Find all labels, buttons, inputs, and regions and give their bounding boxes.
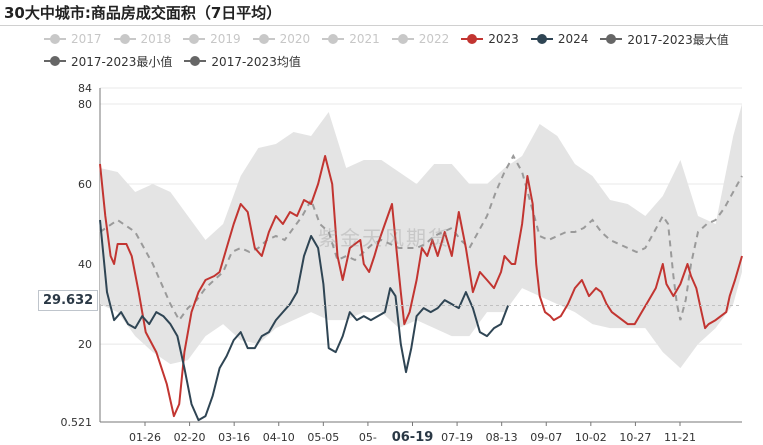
legend-item-4[interactable]: 2021 [322,31,380,47]
watermark: 紫金天风期货 [318,226,450,250]
legend-symbol-icon [322,33,345,45]
legend-label: 2017-2023最大值 [627,32,729,47]
legend-item-5[interactable]: 2022 [391,31,450,47]
x-tick-label-5: 05- [359,431,377,444]
legend-label: 2021 [349,32,380,46]
x-tick-label-11: 10-27 [619,431,651,444]
legend-item-0[interactable]: 2017 [44,31,102,47]
legend-symbol-icon [183,33,206,45]
range-band-max-min [100,104,742,369]
y-tick-label-2: 40 [78,258,92,271]
series-line-2023 [99,155,743,418]
legend-item-3[interactable]: 2020 [252,31,311,47]
legend-label: 2017-2023均值 [211,54,301,69]
title-divider [0,25,763,26]
x-tick-label-0: 01-26 [129,431,161,444]
x-tick-label-4: 05-05 [307,431,339,444]
legend-label: 2022 [418,32,450,46]
y-tick-label-5: 84 [78,82,92,95]
y-tick-label-4: 80 [78,98,92,111]
x-tick-label-10: 10-02 [575,431,607,444]
legend-item-9[interactable]: 2017-2023最小值 [44,53,172,69]
legend: 2017 2018 2019 2020 2021 2022 2023 2024 2017-202… [44,31,759,69]
legend-label: 2017-2023最小值 [71,54,173,69]
legend-symbol-icon [113,33,136,45]
legend-label: 2024 [557,32,589,46]
legend-symbol-icon [44,55,66,67]
x-tick-label-3: 04-10 [263,431,295,444]
x-tick-label-7: 07-19 [441,431,473,444]
value-readout: 29.632 [38,290,99,311]
legend-label: 2023 [488,32,519,46]
legend-label: 2017 [71,32,102,46]
legend-item-1[interactable]: 2018 [113,31,172,47]
legend-symbol-icon [461,33,484,45]
series-line-2024 [99,219,510,422]
legend-label: 2019 [210,32,241,46]
legend-item-6[interactable]: 2023 [461,31,519,47]
legend-item-8[interactable]: 2017-2023最大值 [600,31,729,47]
x-tick-label-12: 11-21 [664,431,696,444]
legend-label: 2018 [140,32,172,46]
legend-label: 2020 [279,32,311,46]
legend-symbol-icon [530,33,553,45]
x-tick-label-2: 03-16 [218,431,250,444]
x-tick-label-8: 08-13 [486,431,518,444]
x-tick-label-1: 02-20 [174,431,206,444]
chart-title: 30大中城市:商品房成交面积（7日平均） [4,4,282,22]
x-tick-label-9: 09-07 [530,431,562,444]
y-tick-label-1: 20 [78,338,92,351]
legend-item-10[interactable]: 2017-2023均值 [184,53,301,69]
legend-symbol-icon [252,33,275,45]
legend-symbol-icon [44,33,66,45]
legend-item-7[interactable]: 2024 [530,31,589,47]
legend-item-2[interactable]: 2019 [183,31,241,47]
legend-symbol-icon [184,55,207,67]
x-tick-label-6: 06-19 [392,430,434,445]
y-tick-label-0: 0.521 [61,416,93,429]
y-tick-label-3: 60 [78,178,92,191]
legend-symbol-icon [600,33,623,45]
legend-symbol-icon [391,33,414,45]
